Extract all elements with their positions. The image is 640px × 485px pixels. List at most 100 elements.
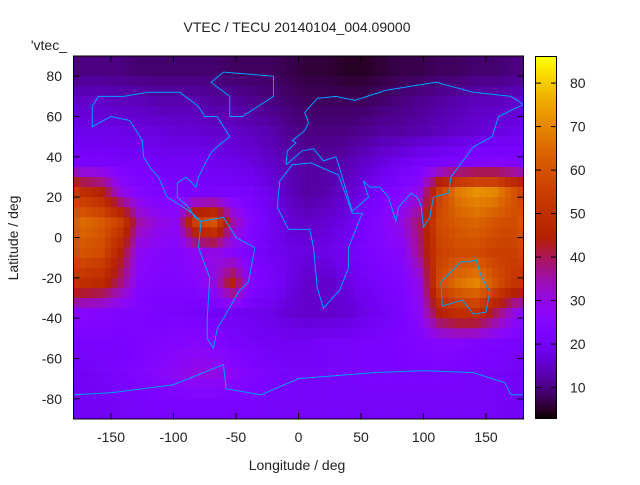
heatmap-cell <box>148 187 156 198</box>
heatmap-cell <box>304 298 312 309</box>
heatmap-cell <box>429 116 437 127</box>
heatmap-cell <box>423 166 431 178</box>
colorbar-segment <box>536 159 556 163</box>
heatmap-cell <box>161 146 168 158</box>
heatmap-cell <box>273 106 281 117</box>
heatmap-cell <box>217 298 224 309</box>
heatmap-cell <box>98 146 106 158</box>
heatmap-cell <box>329 197 337 208</box>
heatmap-cell <box>298 358 306 369</box>
heatmap-cell <box>273 136 281 148</box>
heatmap-cell <box>486 398 493 410</box>
heatmap-cell <box>73 106 81 117</box>
heatmap-cell <box>398 227 406 238</box>
heatmap-cell <box>336 146 343 158</box>
heatmap-cell <box>404 287 412 299</box>
heatmap-cell <box>386 378 393 390</box>
heatmap-cell <box>79 398 87 410</box>
heatmap-cell <box>98 237 106 248</box>
heatmap-cell <box>311 257 318 269</box>
heatmap-cell <box>254 277 262 289</box>
heatmap-cell <box>442 368 449 379</box>
colorbar-segment <box>536 168 556 172</box>
heatmap-cell <box>329 177 337 188</box>
heatmap-cell <box>386 136 393 148</box>
heatmap-cell <box>261 197 268 208</box>
heatmap-cell <box>73 378 81 390</box>
heatmap-cell <box>142 187 149 198</box>
heatmap-cell <box>492 368 499 379</box>
heatmap-cell <box>79 66 87 77</box>
heatmap-cell <box>217 308 224 319</box>
heatmap-cell <box>242 358 249 369</box>
heatmap-cell <box>461 257 468 269</box>
heatmap-cell <box>436 76 443 87</box>
heatmap-cell <box>461 156 468 168</box>
heatmap-cell <box>461 56 468 67</box>
heatmap-cell <box>411 197 418 208</box>
heatmap-cell <box>336 408 343 420</box>
heatmap-cell <box>492 217 499 228</box>
heatmap-cell <box>354 56 362 67</box>
heatmap-cell <box>398 126 406 137</box>
heatmap-cell <box>392 106 399 117</box>
heatmap-cell <box>267 86 274 97</box>
heatmap-cell <box>254 106 262 117</box>
heatmap-cell <box>373 96 381 107</box>
heatmap-cell <box>123 177 131 188</box>
heatmap-cell <box>417 277 424 289</box>
heatmap-cell <box>442 287 449 299</box>
heatmap-cell <box>242 126 249 137</box>
heatmap-cell <box>398 197 406 208</box>
heatmap-cell <box>179 408 187 420</box>
heatmap-cell <box>286 106 293 117</box>
heatmap-cell <box>154 177 162 188</box>
heatmap-cell <box>392 338 399 349</box>
heatmap-cell <box>492 398 499 410</box>
heatmap-cell <box>386 197 393 208</box>
heatmap-cell <box>267 338 274 349</box>
heatmap-cell <box>454 136 462 148</box>
heatmap-cell <box>361 257 368 269</box>
heatmap-cell <box>242 76 249 87</box>
heatmap-cell <box>392 156 399 168</box>
heatmap-cell <box>486 298 493 309</box>
heatmap-cell <box>273 66 281 77</box>
heatmap-cell <box>367 187 374 198</box>
heatmap-cell <box>267 408 274 420</box>
heatmap-cell <box>267 116 274 127</box>
colorbar-segment <box>536 318 556 323</box>
heatmap-cell <box>492 56 499 67</box>
heatmap-cell <box>261 76 268 87</box>
heatmap-cell <box>361 106 368 117</box>
heatmap-cell <box>142 146 149 158</box>
heatmap-cell <box>436 217 443 228</box>
heatmap-cell <box>173 66 181 77</box>
heatmap-cell <box>511 277 518 289</box>
heatmap-cell <box>504 116 512 127</box>
heatmap-cell <box>386 308 393 319</box>
heatmap-cell <box>392 56 399 67</box>
heatmap-cell <box>198 197 206 208</box>
colorbar-segment <box>536 123 556 127</box>
heatmap-cell <box>504 388 512 400</box>
heatmap-cell <box>404 267 412 279</box>
heatmap-cell <box>473 96 481 107</box>
heatmap-cell <box>392 197 399 208</box>
heatmap-cell <box>292 56 299 67</box>
heatmap-cell <box>104 408 112 420</box>
heatmap-cell <box>73 237 81 248</box>
heatmap-cell <box>461 207 468 218</box>
heatmap-cell <box>392 408 399 420</box>
heatmap-cell <box>448 66 456 77</box>
heatmap-cell <box>504 348 512 359</box>
heatmap-cell <box>167 308 174 319</box>
heatmap-cell <box>286 217 293 228</box>
heatmap-cell <box>467 277 474 289</box>
heatmap-cell <box>417 408 424 420</box>
heatmap-cell <box>411 177 418 188</box>
heatmap-cell <box>386 116 393 127</box>
heatmap-cell <box>479 166 487 178</box>
heatmap-cell <box>461 116 468 127</box>
heatmap-cell <box>404 257 412 269</box>
